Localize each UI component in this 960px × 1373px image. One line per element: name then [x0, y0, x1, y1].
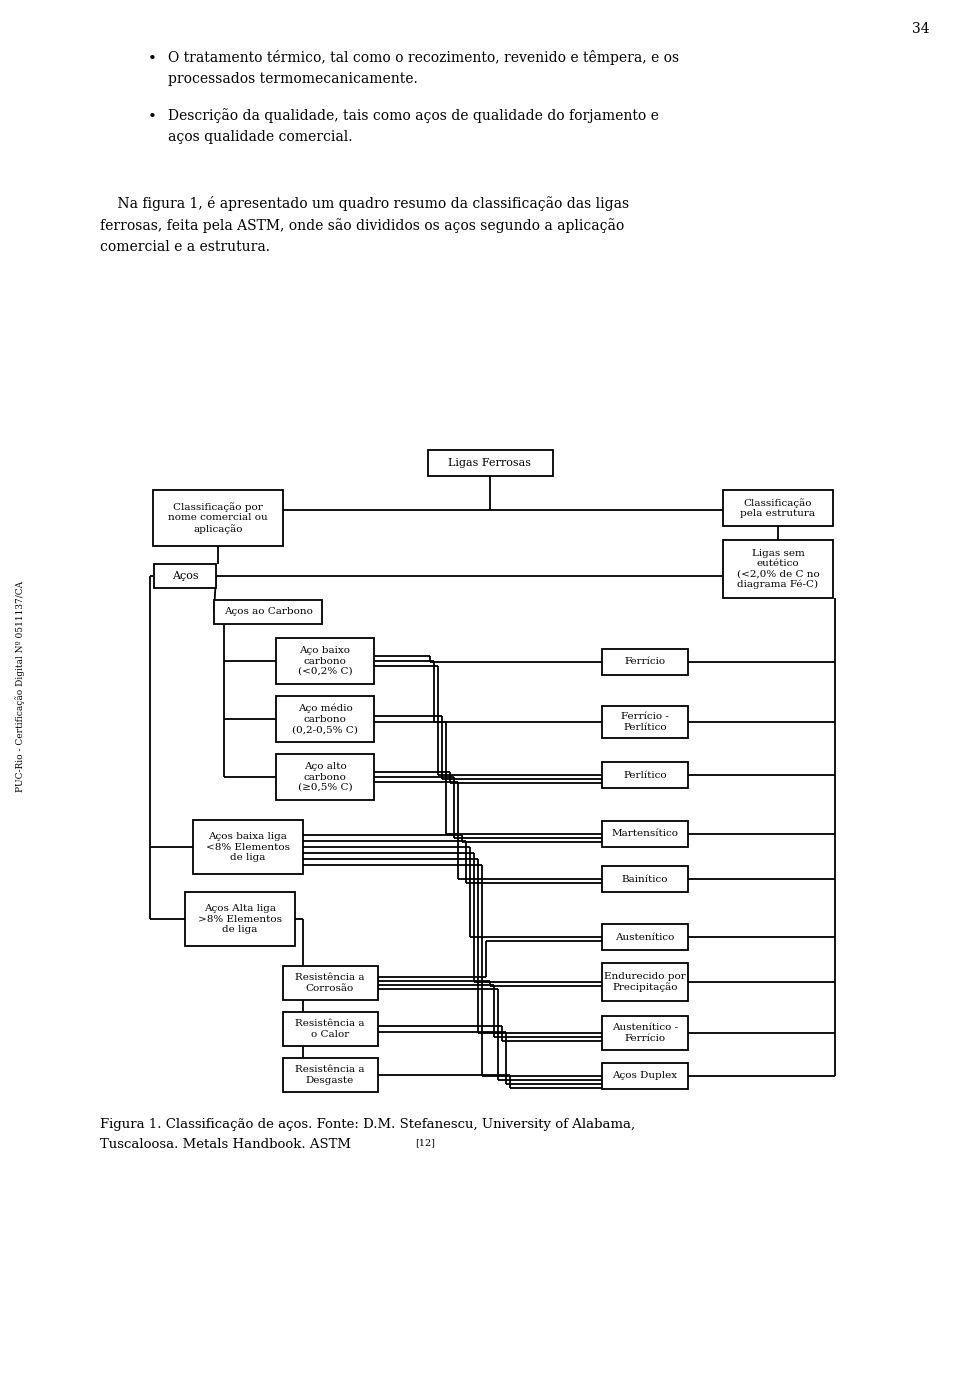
- Text: processados termomecanicamente.: processados termomecanicamente.: [168, 71, 418, 86]
- Text: O tratamento térmico, tal como o recozimento, revenido e têmpera, e os: O tratamento térmico, tal como o recozim…: [168, 49, 679, 65]
- Text: Resistência a
Corrosão: Resistência a Corrosão: [296, 973, 365, 993]
- Text: Aços Alta liga
>8% Elementos
de liga: Aços Alta liga >8% Elementos de liga: [198, 903, 282, 934]
- Text: Figura 1. Classificação de aços. Fonte: D.M. Stefanescu, University of Alabama,: Figura 1. Classificação de aços. Fonte: …: [100, 1118, 636, 1131]
- Text: Martensítico: Martensítico: [612, 829, 679, 839]
- Text: •: •: [148, 110, 156, 124]
- FancyBboxPatch shape: [602, 1063, 688, 1089]
- Text: Endurecido por
Precipitação: Endurecido por Precipitação: [604, 972, 685, 993]
- Text: comercial e a estrutura.: comercial e a estrutura.: [100, 240, 270, 254]
- Text: Resistência a
o Calor: Resistência a o Calor: [296, 1019, 365, 1039]
- FancyBboxPatch shape: [193, 820, 303, 875]
- Text: Classificação por
nome comercial ou
aplicação: Classificação por nome comercial ou apli…: [168, 503, 268, 534]
- Text: Ligas sem
eutético
(<2,0% de C no
diagrama Fé-C): Ligas sem eutético (<2,0% de C no diagra…: [736, 549, 820, 589]
- FancyBboxPatch shape: [602, 649, 688, 676]
- Text: 34: 34: [912, 22, 930, 36]
- FancyBboxPatch shape: [723, 490, 833, 526]
- FancyBboxPatch shape: [602, 706, 688, 739]
- FancyBboxPatch shape: [602, 762, 688, 788]
- FancyBboxPatch shape: [602, 924, 688, 950]
- Text: PUC-Rio - Certificação Digital Nº 0511137/CA: PUC-Rio - Certificação Digital Nº 051113…: [15, 581, 25, 792]
- Text: Aço baixo
carbono
(<0,2% C): Aço baixo carbono (<0,2% C): [298, 647, 352, 676]
- Text: aços qualidade comercial.: aços qualidade comercial.: [168, 130, 352, 144]
- FancyBboxPatch shape: [723, 540, 833, 599]
- Text: ferrosas, feita pela ASTM, onde são divididos os aços segundo a aplicação: ferrosas, feita pela ASTM, onde são divi…: [100, 218, 624, 233]
- FancyBboxPatch shape: [282, 967, 377, 1000]
- Text: Resistência a
Desgaste: Resistência a Desgaste: [296, 1065, 365, 1085]
- Text: Bainítico: Bainítico: [622, 875, 668, 883]
- FancyBboxPatch shape: [214, 600, 322, 623]
- Text: Ferrício -
Perlítico: Ferrício - Perlítico: [621, 713, 669, 732]
- Text: Tuscaloosa. Metals Handbook. ASTM: Tuscaloosa. Metals Handbook. ASTM: [100, 1138, 351, 1151]
- FancyBboxPatch shape: [282, 1012, 377, 1046]
- Text: Classificação
pela estrutura: Classificação pela estrutura: [740, 498, 815, 518]
- Text: Aços baixa liga
<8% Elementos
de liga: Aços baixa liga <8% Elementos de liga: [206, 832, 290, 862]
- FancyBboxPatch shape: [154, 564, 216, 588]
- FancyBboxPatch shape: [602, 1016, 688, 1050]
- Text: Aços Duplex: Aços Duplex: [612, 1071, 678, 1081]
- Text: Aços: Aços: [172, 571, 199, 581]
- Text: Descrição da qualidade, tais como aços de qualidade do forjamento e: Descrição da qualidade, tais como aços d…: [168, 108, 659, 122]
- FancyBboxPatch shape: [602, 962, 688, 1001]
- FancyBboxPatch shape: [276, 754, 374, 800]
- FancyBboxPatch shape: [602, 821, 688, 847]
- FancyBboxPatch shape: [282, 1059, 377, 1092]
- FancyBboxPatch shape: [185, 892, 295, 946]
- Text: Ligas Ferrosas: Ligas Ferrosas: [448, 459, 532, 468]
- Text: Perlítico: Perlítico: [623, 770, 667, 780]
- Text: •: •: [148, 52, 156, 66]
- Text: Na figura 1, é apresentado um quadro resumo da classificação das ligas: Na figura 1, é apresentado um quadro res…: [100, 196, 629, 211]
- Text: Aço médio
carbono
(0,2-0,5% C): Aço médio carbono (0,2-0,5% C): [292, 704, 358, 735]
- FancyBboxPatch shape: [427, 450, 553, 476]
- Text: Austenítico -
Ferrício: Austenítico - Ferrício: [612, 1023, 678, 1042]
- FancyBboxPatch shape: [153, 490, 283, 546]
- Text: Aço alto
carbono
(≥0,5% C): Aço alto carbono (≥0,5% C): [298, 762, 352, 792]
- Text: Ferrício: Ferrício: [624, 658, 665, 666]
- Text: [12]: [12]: [415, 1138, 435, 1146]
- FancyBboxPatch shape: [602, 866, 688, 892]
- FancyBboxPatch shape: [276, 696, 374, 741]
- FancyBboxPatch shape: [276, 638, 374, 684]
- Text: Aços ao Carbono: Aços ao Carbono: [224, 607, 312, 616]
- Text: Austenítico: Austenítico: [615, 932, 675, 942]
